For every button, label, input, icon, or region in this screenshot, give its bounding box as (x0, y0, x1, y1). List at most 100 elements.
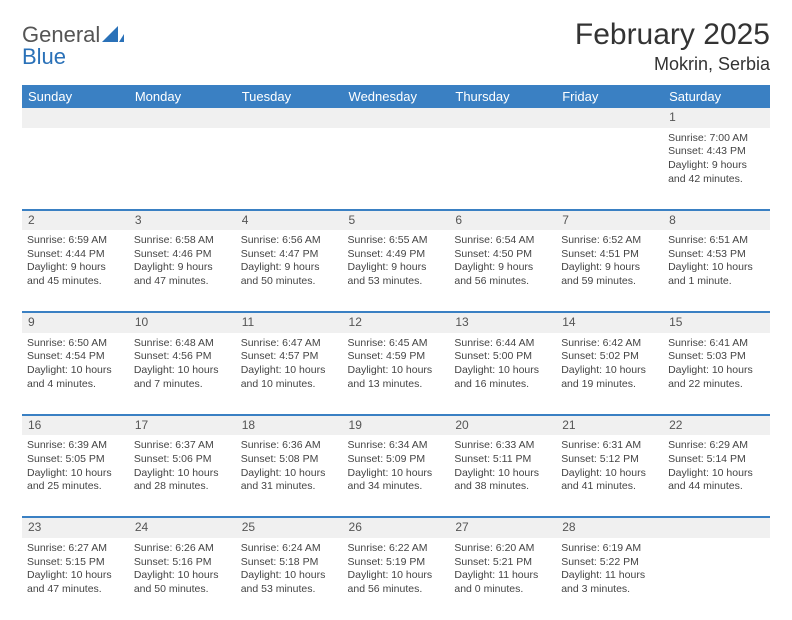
sunset-text: Sunset: 4:53 PM (668, 248, 765, 262)
daynum-row: 16171819202122 (22, 415, 770, 436)
day-number (22, 108, 129, 128)
day-number: 14 (556, 312, 663, 333)
daylight-text: Daylight: 9 hours and 42 minutes. (668, 159, 765, 186)
sunrise-text: Sunrise: 6:42 AM (561, 337, 658, 351)
daylight-text: Daylight: 10 hours and 50 minutes. (134, 569, 231, 596)
day-cell: Sunrise: 6:31 AMSunset: 5:12 PMDaylight:… (556, 435, 663, 517)
day-cell: Sunrise: 7:00 AMSunset: 4:43 PMDaylight:… (663, 128, 770, 210)
brand-text: General Blue (22, 24, 124, 68)
brand-logo: General Blue (22, 24, 124, 68)
sunrise-text: Sunrise: 6:33 AM (454, 439, 551, 453)
day-number: 18 (236, 415, 343, 436)
day-cell: Sunrise: 6:58 AMSunset: 4:46 PMDaylight:… (129, 230, 236, 312)
sunset-text: Sunset: 4:51 PM (561, 248, 658, 262)
sunrise-text: Sunrise: 6:26 AM (134, 542, 231, 556)
day-number (556, 108, 663, 128)
sunset-text: Sunset: 4:47 PM (241, 248, 338, 262)
daylight-text: Daylight: 10 hours and 38 minutes. (454, 467, 551, 494)
sunrise-text: Sunrise: 6:27 AM (27, 542, 124, 556)
day-cell: Sunrise: 6:45 AMSunset: 4:59 PMDaylight:… (343, 333, 450, 415)
daylight-text: Daylight: 10 hours and 25 minutes. (27, 467, 124, 494)
daylight-text: Daylight: 10 hours and 22 minutes. (668, 364, 765, 391)
sunset-text: Sunset: 5:06 PM (134, 453, 231, 467)
day-number: 21 (556, 415, 663, 436)
daylight-text: Daylight: 10 hours and 31 minutes. (241, 467, 338, 494)
daynum-row: 2345678 (22, 210, 770, 231)
day-number: 27 (449, 517, 556, 538)
day-cell: Sunrise: 6:36 AMSunset: 5:08 PMDaylight:… (236, 435, 343, 517)
daynum-row: 9101112131415 (22, 312, 770, 333)
day-number: 9 (22, 312, 129, 333)
day-cell: Sunrise: 6:54 AMSunset: 4:50 PMDaylight:… (449, 230, 556, 312)
day-cell (129, 128, 236, 210)
sunrise-text: Sunrise: 6:24 AM (241, 542, 338, 556)
sunrise-text: Sunrise: 6:52 AM (561, 234, 658, 248)
day-cell (236, 128, 343, 210)
header: General Blue February 2025 Mokrin, Serbi… (22, 18, 770, 75)
sunset-text: Sunset: 5:12 PM (561, 453, 658, 467)
day-number: 17 (129, 415, 236, 436)
sunset-text: Sunset: 5:16 PM (134, 556, 231, 570)
day-number: 15 (663, 312, 770, 333)
day-number: 26 (343, 517, 450, 538)
sunrise-text: Sunrise: 6:29 AM (668, 439, 765, 453)
sunrise-text: Sunrise: 6:50 AM (27, 337, 124, 351)
day-number (449, 108, 556, 128)
sunrise-text: Sunrise: 6:37 AM (134, 439, 231, 453)
day-number: 8 (663, 210, 770, 231)
sunrise-text: Sunrise: 6:55 AM (348, 234, 445, 248)
sunrise-text: Sunrise: 6:39 AM (27, 439, 124, 453)
day-cell: Sunrise: 6:33 AMSunset: 5:11 PMDaylight:… (449, 435, 556, 517)
day-cell: Sunrise: 6:22 AMSunset: 5:19 PMDaylight:… (343, 538, 450, 620)
col-sunday: Sunday (22, 85, 129, 108)
sunrise-text: Sunrise: 6:19 AM (561, 542, 658, 556)
sunset-text: Sunset: 5:14 PM (668, 453, 765, 467)
sunrise-text: Sunrise: 6:31 AM (561, 439, 658, 453)
day-cell: Sunrise: 6:51 AMSunset: 4:53 PMDaylight:… (663, 230, 770, 312)
col-monday: Monday (129, 85, 236, 108)
daylight-text: Daylight: 11 hours and 3 minutes. (561, 569, 658, 596)
day-number: 1 (663, 108, 770, 128)
daylight-text: Daylight: 10 hours and 1 minute. (668, 261, 765, 288)
sunset-text: Sunset: 4:49 PM (348, 248, 445, 262)
daylight-text: Daylight: 10 hours and 13 minutes. (348, 364, 445, 391)
day-cell: Sunrise: 6:42 AMSunset: 5:02 PMDaylight:… (556, 333, 663, 415)
daylight-text: Daylight: 10 hours and 19 minutes. (561, 364, 658, 391)
day-info-row: Sunrise: 7:00 AMSunset: 4:43 PMDaylight:… (22, 128, 770, 210)
sunrise-text: Sunrise: 6:41 AM (668, 337, 765, 351)
day-number (343, 108, 450, 128)
sunrise-text: Sunrise: 7:00 AM (668, 132, 765, 146)
day-cell: Sunrise: 6:52 AMSunset: 4:51 PMDaylight:… (556, 230, 663, 312)
day-number: 6 (449, 210, 556, 231)
day-cell: Sunrise: 6:20 AMSunset: 5:21 PMDaylight:… (449, 538, 556, 620)
location: Mokrin, Serbia (575, 54, 770, 75)
day-number: 23 (22, 517, 129, 538)
daylight-text: Daylight: 10 hours and 47 minutes. (27, 569, 124, 596)
day-number: 19 (343, 415, 450, 436)
day-number: 28 (556, 517, 663, 538)
day-number: 2 (22, 210, 129, 231)
daylight-text: Daylight: 9 hours and 56 minutes. (454, 261, 551, 288)
daylight-text: Daylight: 9 hours and 47 minutes. (134, 261, 231, 288)
daylight-text: Daylight: 10 hours and 4 minutes. (27, 364, 124, 391)
daylight-text: Daylight: 10 hours and 53 minutes. (241, 569, 338, 596)
day-number: 20 (449, 415, 556, 436)
daylight-text: Daylight: 10 hours and 41 minutes. (561, 467, 658, 494)
col-wednesday: Wednesday (343, 85, 450, 108)
sunrise-text: Sunrise: 6:59 AM (27, 234, 124, 248)
daynum-row: 232425262728 (22, 517, 770, 538)
sunset-text: Sunset: 4:50 PM (454, 248, 551, 262)
col-thursday: Thursday (449, 85, 556, 108)
sunrise-text: Sunrise: 6:54 AM (454, 234, 551, 248)
daylight-text: Daylight: 9 hours and 53 minutes. (348, 261, 445, 288)
daylight-text: Daylight: 9 hours and 45 minutes. (27, 261, 124, 288)
day-number: 16 (22, 415, 129, 436)
day-number: 24 (129, 517, 236, 538)
daynum-row: 1 (22, 108, 770, 128)
day-number: 4 (236, 210, 343, 231)
daylight-text: Daylight: 10 hours and 56 minutes. (348, 569, 445, 596)
day-number: 12 (343, 312, 450, 333)
sunrise-text: Sunrise: 6:44 AM (454, 337, 551, 351)
day-number (663, 517, 770, 538)
sunrise-text: Sunrise: 6:51 AM (668, 234, 765, 248)
